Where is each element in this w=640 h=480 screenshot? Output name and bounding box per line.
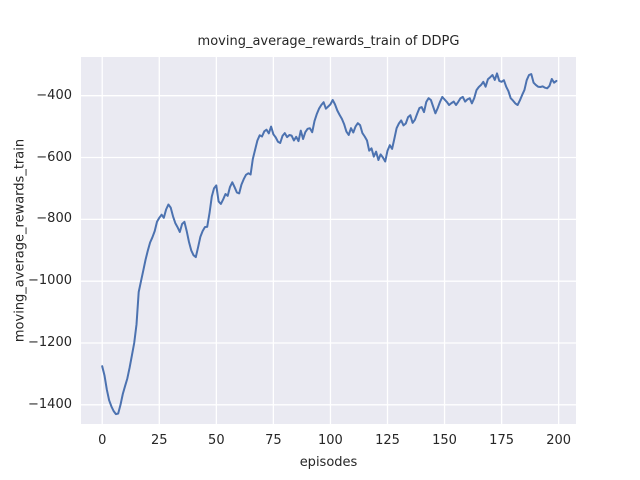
y-axis-label: moving_average_rewards_train [12, 138, 28, 343]
y-tick-label: −1400 [28, 396, 72, 412]
x-tick-label: 150 [432, 433, 457, 448]
y-tick-label: −400 [36, 87, 72, 103]
chart-canvas [81, 57, 576, 424]
x-tick-label: 100 [318, 433, 343, 448]
x-tick-label: 25 [150, 433, 168, 448]
x-tick-label: 175 [489, 433, 514, 448]
y-tick-label: −1000 [28, 273, 72, 289]
x-tick-label: 0 [98, 433, 107, 448]
x-axis-label: episodes [299, 455, 358, 470]
x-tick-label: 50 [208, 433, 225, 448]
y-tick-label: −600 [36, 149, 72, 165]
gridlines [81, 57, 576, 424]
y-tick-label: −800 [36, 211, 72, 227]
x-tick-label: 125 [375, 433, 400, 448]
chart-title: moving_average_rewards_train of DDPG [197, 34, 460, 49]
x-tick-label: 75 [265, 433, 282, 448]
x-tick-label: 200 [546, 433, 572, 448]
plot-area [81, 57, 576, 424]
y-tick-label: −1200 [28, 335, 72, 350]
reward-line [101, 72, 558, 416]
